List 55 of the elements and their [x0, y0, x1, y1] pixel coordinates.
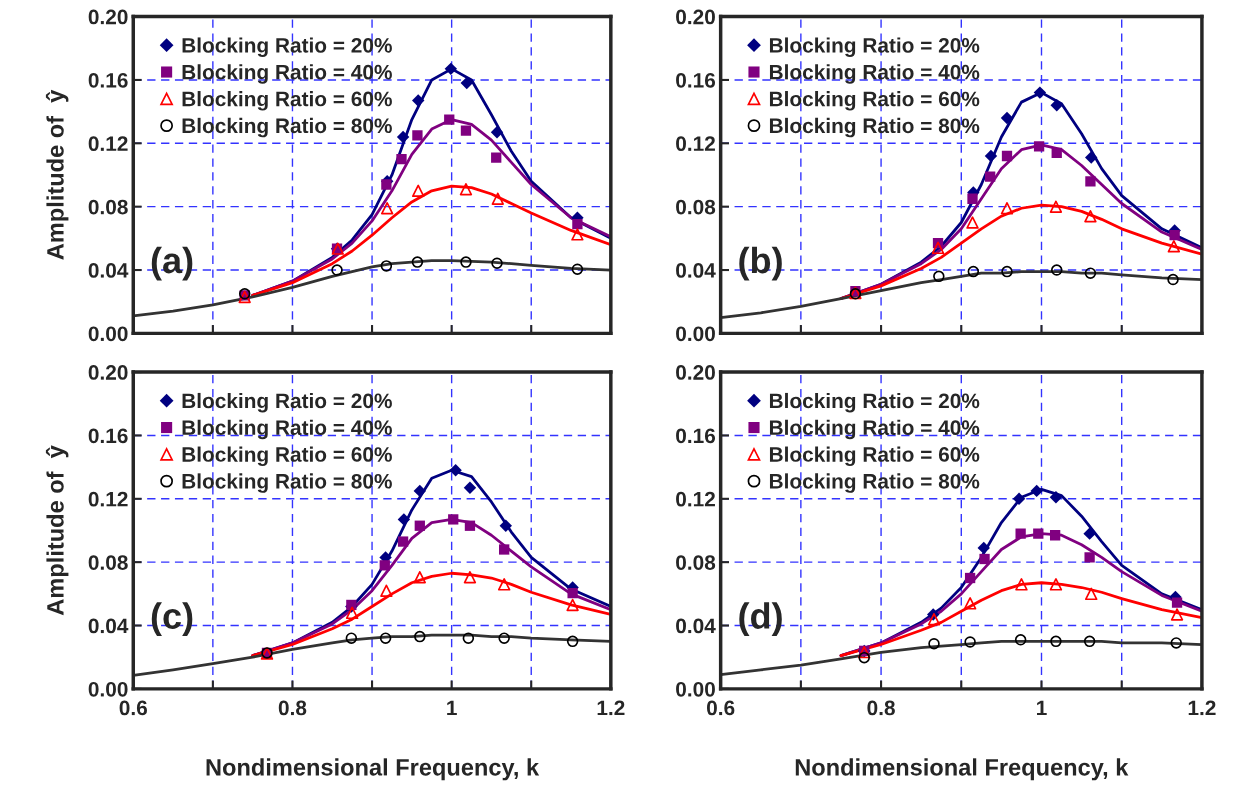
legend-label: Blocking Ratio = 40% [769, 419, 980, 440]
legend-label: Blocking Ratio = 20% [182, 37, 392, 57]
x-tick-label: 0.8 [867, 700, 895, 716]
y-tick-label: 0.16 [88, 72, 128, 88]
y-tick-label: 0.04 [88, 618, 129, 634]
y-tick-label: 0.00 [88, 681, 128, 697]
y-tick-label: 0.08 [88, 555, 128, 570]
y-tick-label: 0.20 [676, 9, 715, 25]
y-tick-label: 0.04 [88, 263, 129, 278]
y-tick-label: 0.12 [88, 491, 128, 507]
y-tick-label: 0.16 [676, 428, 716, 444]
y-tick-label: 0.20 [88, 9, 128, 25]
x-axis-title: Nondimensional Frequency, k [206, 758, 540, 781]
legend-label: Blocking Ratio = 80% [182, 473, 392, 493]
annotation: (c) [151, 602, 193, 637]
x-tick-label: 0.8 [278, 700, 307, 716]
y-tick-label: 0.08 [676, 199, 716, 215]
x-tick-label: 1.2 [1188, 700, 1216, 716]
y-axis-title: Amplitude of ŷ [45, 445, 69, 616]
legend-label: Blocking Ratio = 60% [769, 91, 980, 111]
legend-label: Blocking Ratio = 80% [769, 473, 980, 493]
legend-label: Blocking Ratio = 60% [182, 91, 392, 111]
x-tick-label: 1.2 [597, 700, 625, 716]
legend-label: Blocking Ratio = 20% [182, 392, 392, 413]
y-tick-label: 0.08 [88, 199, 128, 215]
x-axis-title: Nondimensional Frequency, k [795, 758, 1129, 781]
y-tick-label: 0.00 [676, 326, 715, 342]
annotation: (b) [739, 246, 782, 281]
y-tick-label: 0.16 [676, 72, 716, 88]
legend-label: Blocking Ratio = 80% [182, 117, 392, 138]
y-tick-label: 0.12 [676, 136, 715, 152]
y-tick-label: 0.16 [88, 428, 128, 444]
legend-label: Blocking Ratio = 80% [769, 117, 980, 138]
annotation: (a) [151, 246, 193, 281]
y-tick-label: 0.20 [88, 365, 128, 380]
x-tick-label: 0.6 [119, 700, 147, 716]
y-tick-label: 0.08 [676, 555, 716, 570]
legend-label: Blocking Ratio = 40% [769, 64, 980, 84]
x-tick-label: 1 [1037, 700, 1047, 716]
y-axis-title: Amplitude of ŷ [45, 89, 69, 260]
legend-label: Blocking Ratio = 20% [769, 37, 980, 57]
y-tick-label: 0.12 [676, 491, 715, 507]
legend-label: Blocking Ratio = 60% [182, 446, 392, 467]
y-tick-label: 0.00 [676, 681, 715, 697]
legend-label: Blocking Ratio = 20% [769, 392, 980, 413]
legend-label: Blocking Ratio = 40% [182, 419, 392, 440]
y-tick-label: 0.20 [676, 365, 715, 380]
x-tick-label: 1 [447, 700, 457, 716]
y-tick-label: 0.04 [676, 618, 716, 634]
legend-label: Blocking Ratio = 60% [769, 446, 980, 467]
legend-label: Blocking Ratio = 40% [182, 64, 392, 84]
y-tick-label: 0.04 [676, 263, 716, 278]
y-tick-label: 0.00 [88, 326, 128, 342]
x-tick-label: 0.6 [707, 700, 735, 716]
y-tick-label: 0.12 [88, 136, 128, 152]
